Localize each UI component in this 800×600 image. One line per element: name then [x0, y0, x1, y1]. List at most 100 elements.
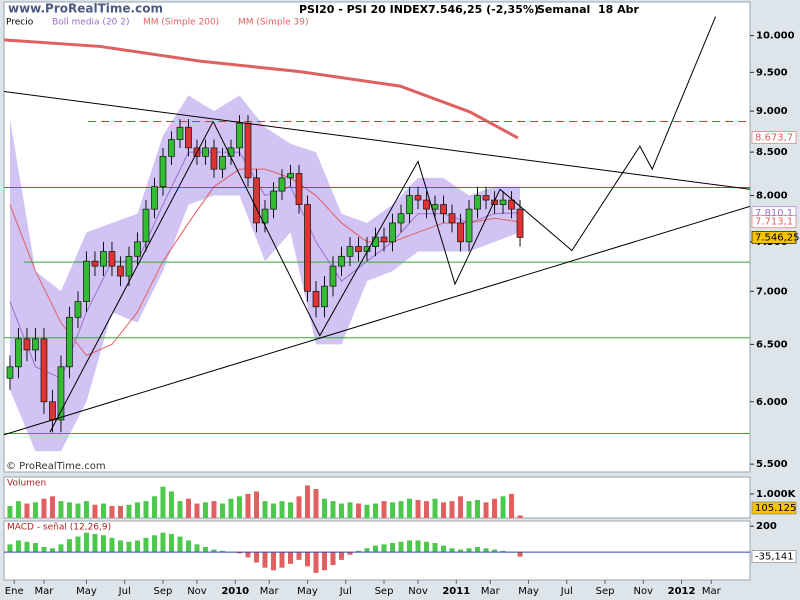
price-badge-label: 7.713,1 [755, 217, 793, 228]
candle-body [482, 195, 490, 201]
bar [424, 501, 430, 518]
bar [92, 533, 98, 553]
bar [253, 552, 259, 563]
candle-body [66, 316, 73, 368]
bar [49, 548, 55, 553]
bar [432, 543, 438, 553]
bar [202, 502, 208, 518]
candle-body [100, 251, 107, 267]
candle-body [499, 199, 507, 205]
bar [364, 548, 370, 553]
candle-body [457, 222, 464, 243]
indicator-line [4, 38, 519, 140]
candle-body [210, 147, 218, 170]
y-tick-label: 200 [756, 521, 777, 532]
bar [151, 496, 157, 518]
candle-body [49, 401, 56, 421]
bar [134, 502, 140, 518]
chart-period: Semanal 18 Abr [537, 3, 639, 16]
candle-body [253, 177, 260, 224]
bar [219, 503, 225, 518]
bar [245, 493, 251, 518]
candle-body [346, 246, 354, 257]
bar [441, 502, 447, 518]
bar [211, 501, 217, 518]
bar [339, 503, 345, 518]
candle-body [168, 139, 175, 157]
trend-line [212, 16, 717, 337]
price-badge-label: 7.810,1 [755, 208, 793, 219]
bar [134, 540, 140, 553]
bar [32, 502, 38, 518]
bar [356, 503, 362, 518]
x-tick-label: Ene [5, 586, 24, 597]
candle-body [465, 208, 473, 243]
bar [117, 505, 123, 518]
bar [398, 541, 404, 553]
trend-line [4, 205, 750, 436]
x-tick-label: Jul [118, 586, 131, 597]
bar [492, 549, 498, 553]
x-tick-label: Mar [702, 586, 722, 597]
bar [58, 544, 64, 553]
bar [287, 502, 293, 518]
y-tick-label: 8.000 [756, 191, 788, 202]
candle-body [423, 199, 430, 210]
bar [364, 504, 370, 518]
candle-body [355, 246, 362, 252]
candle-body [57, 366, 65, 421]
bar [92, 504, 98, 518]
y-tick-label: 10.000 [756, 31, 795, 42]
x-tick-label: Mar [35, 586, 55, 597]
bar [492, 498, 498, 518]
bar [517, 515, 523, 518]
legend-entry: Precio [6, 18, 34, 28]
candle-body [270, 190, 277, 210]
price-plot [4, 16, 750, 452]
bar [330, 552, 336, 566]
candle-body [287, 173, 294, 179]
price-badge [751, 131, 797, 144]
candle-body [74, 301, 82, 318]
bar [270, 503, 276, 518]
bar [322, 498, 328, 518]
y-tick-label: 8.500 [756, 147, 788, 158]
bar [441, 545, 447, 553]
bar [109, 537, 115, 553]
volume-plot [7, 485, 523, 518]
value-badge [751, 550, 797, 563]
bar [41, 546, 47, 553]
candle-body [176, 126, 184, 140]
candle-body [32, 338, 39, 351]
value-badge-label: 105.125 [755, 503, 796, 514]
bar [83, 501, 89, 518]
bar [517, 552, 523, 557]
macd-plot [4, 532, 750, 573]
bar [126, 541, 132, 553]
candle-body [380, 236, 388, 243]
x-tick-label: May [76, 586, 97, 597]
bar [398, 501, 404, 518]
bar [466, 501, 472, 518]
bar [449, 548, 455, 553]
x-tick-label: Nov [408, 586, 428, 597]
candle-body [389, 222, 396, 243]
chart-quote: 7.546,25 (-2,35%) [428, 3, 539, 16]
bar [339, 552, 345, 560]
bar [15, 540, 21, 553]
bar [253, 491, 259, 518]
candle-body [431, 204, 439, 210]
price-badge-label: 8.673,7 [755, 133, 793, 144]
bar [500, 550, 506, 553]
legend-entry: MM (Simple 200) [143, 18, 219, 28]
bar [109, 505, 115, 518]
candle-body [474, 195, 481, 210]
trend-line [4, 90, 750, 190]
bar [185, 498, 191, 518]
candle-body [159, 155, 167, 188]
bar [143, 537, 149, 553]
candle-body [236, 122, 243, 149]
value-badge [751, 501, 797, 515]
bar [66, 539, 72, 553]
y-tick-label: 6.000 [756, 397, 788, 408]
